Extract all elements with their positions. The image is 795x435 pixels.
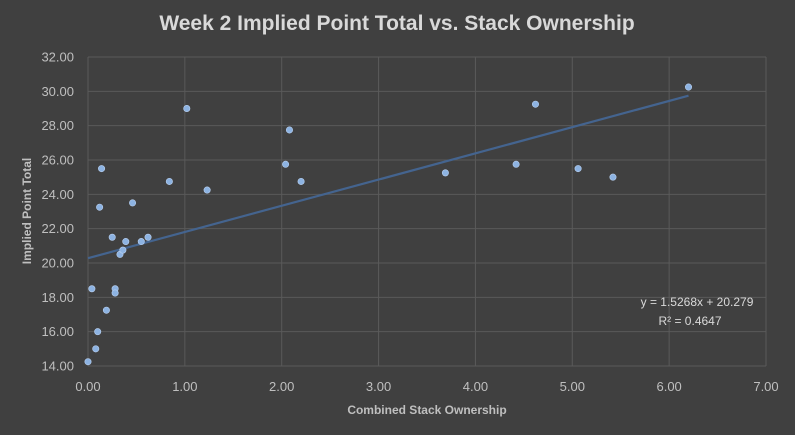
y-tick-label: 20.00 <box>41 256 74 271</box>
y-tick-label: 22.00 <box>41 221 74 236</box>
data-point <box>297 177 305 185</box>
x-tick-label: 3.00 <box>366 379 391 394</box>
data-point <box>609 173 617 181</box>
tick-labels: 14.00 16.00 18.00 20.00 22.00 24.00 26.00 28.00… <box>41 50 778 395</box>
data-point <box>441 169 449 177</box>
y-tick-label: 24.00 <box>41 187 74 202</box>
y-tick-label: 14.00 <box>41 359 74 374</box>
x-tick-label: 0.00 <box>75 379 100 394</box>
data-point <box>108 233 116 241</box>
y-tick-label: 28.00 <box>41 118 74 133</box>
trendline-r-squared: R² = 0.4647 <box>658 314 721 328</box>
data-point <box>84 358 92 366</box>
data-point <box>96 203 104 211</box>
y-tick-label: 16.00 <box>41 324 74 339</box>
x-tick-label: 6.00 <box>656 379 681 394</box>
x-tick-label: 1.00 <box>172 379 197 394</box>
x-tick-label: 2.00 <box>269 379 294 394</box>
data-point <box>137 238 145 246</box>
data-point <box>183 105 191 113</box>
data-point <box>94 328 102 336</box>
linear-trendline <box>87 94 689 260</box>
data-point <box>285 126 293 134</box>
x-tick-label: 5.00 <box>560 379 585 394</box>
data-point <box>165 177 173 185</box>
data-point <box>102 306 110 314</box>
y-tick-label: 32.00 <box>41 50 74 65</box>
y-tick-label: 26.00 <box>41 153 74 168</box>
x-axis-title: Combined Stack Ownership <box>347 403 506 417</box>
data-point <box>111 289 119 297</box>
data-point <box>129 199 137 207</box>
data-point <box>685 83 693 91</box>
x-tick-label: 4.00 <box>463 379 488 394</box>
data-point <box>88 285 96 293</box>
y-tick-label: 18.00 <box>41 290 74 305</box>
x-tick-label: 7.00 <box>753 379 778 394</box>
chart-title: Week 2 Implied Point Total vs. Stack Own… <box>159 12 634 35</box>
data-point <box>98 165 106 173</box>
data-point <box>144 233 152 241</box>
y-axis-title: Implied Point Total <box>20 158 34 264</box>
data-point <box>574 165 582 173</box>
trendline-equation: y = 1.5268x + 20.279 <box>641 295 754 309</box>
data-point <box>282 160 290 168</box>
data-point <box>92 345 100 353</box>
data-point <box>512 160 520 168</box>
data-point <box>531 100 539 108</box>
trendline-layer <box>87 94 689 260</box>
y-tick-label: 30.00 <box>41 84 74 99</box>
data-points <box>84 83 693 366</box>
data-point <box>119 246 127 254</box>
data-point <box>203 186 211 194</box>
data-point <box>122 238 130 246</box>
